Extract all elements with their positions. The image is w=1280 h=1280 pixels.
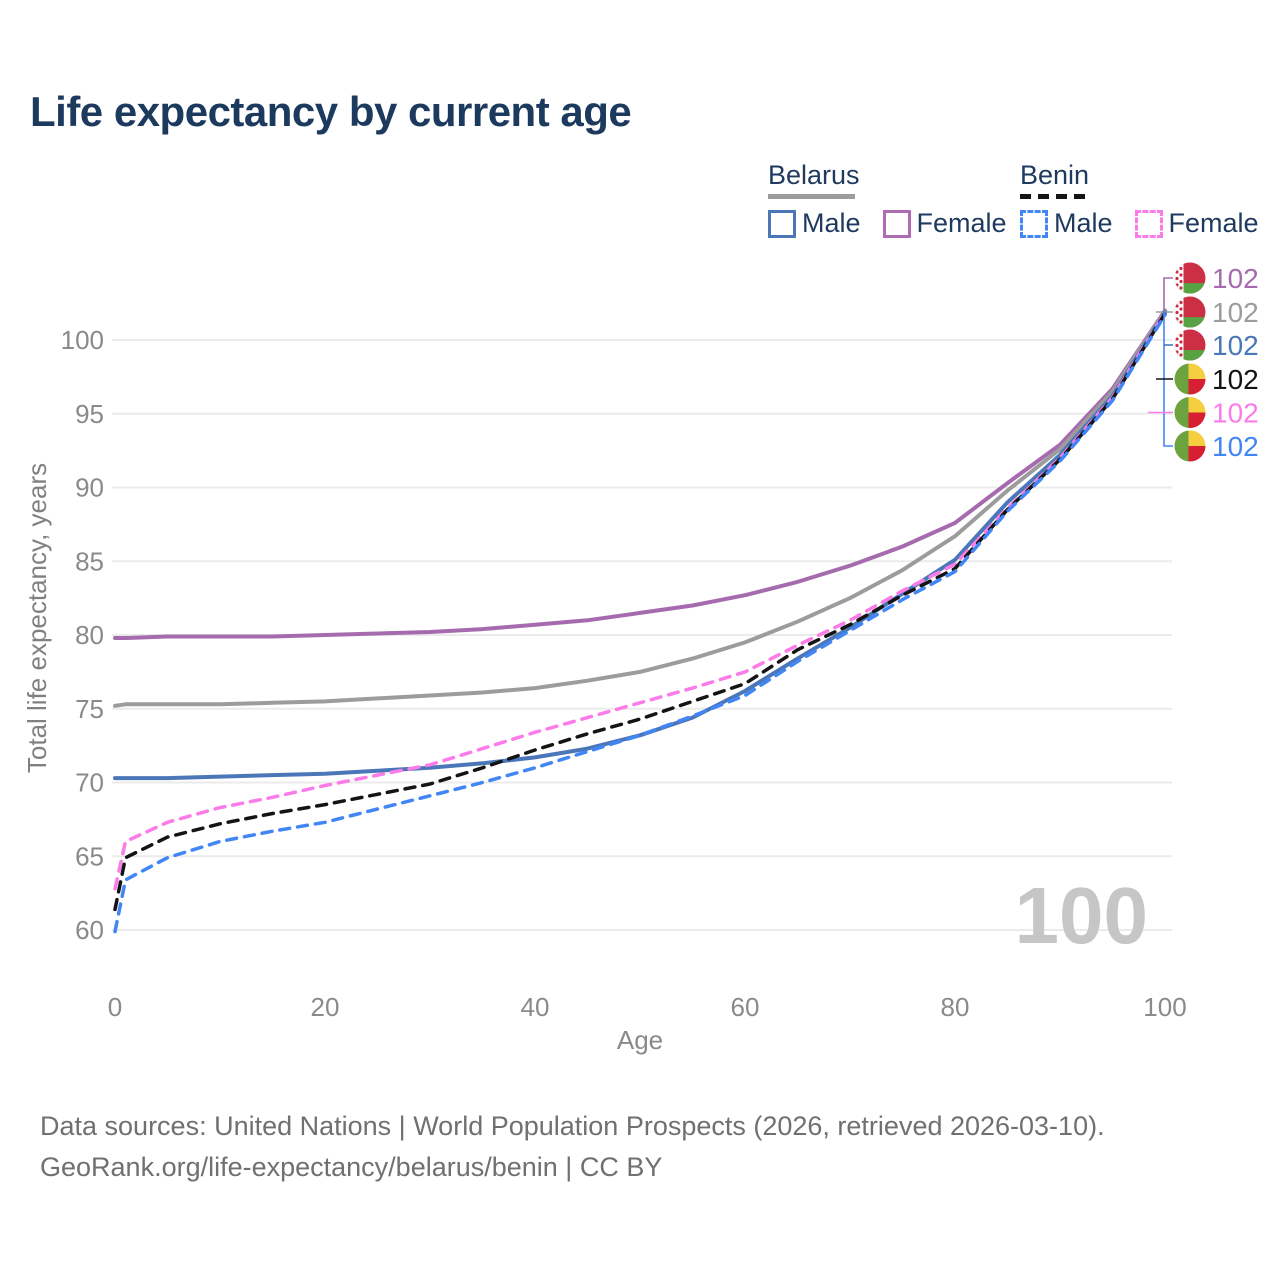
benin-flag-icon: [1174, 363, 1206, 395]
label-connector: [1163, 310, 1173, 447]
x-tick-label: 60: [731, 992, 760, 1022]
legend-group-belarus: Belarus Male Female: [768, 160, 1029, 239]
end-value-label-benin-male: 102: [1212, 431, 1259, 462]
legend-group-benin: Benin Male Female: [1020, 160, 1280, 239]
benin-flag-icon: [1174, 430, 1206, 462]
end-value-label-benin-both-sexes-: 102: [1212, 364, 1259, 395]
y-tick-label: 75: [75, 694, 104, 724]
benin-male-label[interactable]: Male: [1054, 208, 1113, 238]
page-title: Life expectancy by current age: [30, 88, 632, 135]
belarus-flag-icon: [1174, 329, 1206, 361]
y-tick-label: 80: [75, 620, 104, 650]
y-tick-label: 70: [75, 768, 104, 798]
x-axis-title: Age: [617, 1025, 663, 1055]
benin-male-checkbox[interactable]: [1020, 209, 1048, 238]
end-value-label-belarus-both-sexes-: 102: [1212, 297, 1259, 328]
series-line-belarus-both-sexes-[interactable]: [113, 308, 1167, 708]
data-source-footer: Data sources: United Nations | World Pop…: [40, 1106, 1105, 1188]
end-value-label-belarus-male: 102: [1212, 330, 1259, 361]
belarus-flag-icon: [1174, 262, 1206, 294]
footer-line-2: GeoRank.org/life-expectancy/belarus/beni…: [40, 1152, 663, 1182]
label-connector: [1163, 277, 1173, 311]
x-tick-label: 80: [941, 992, 970, 1022]
y-tick-label: 65: [75, 841, 104, 871]
belarus-line-style-swatch: [768, 194, 855, 199]
belarus-female-label[interactable]: Female: [916, 208, 1007, 238]
legend-country-belarus[interactable]: Belarus: [768, 160, 860, 190]
x-tick-label: 40: [521, 992, 550, 1022]
series-line-benin-both-sexes-[interactable]: [113, 311, 1167, 912]
y-tick-label: 90: [75, 473, 104, 503]
footer-line-1: Data sources: United Nations | World Pop…: [40, 1111, 1105, 1141]
benin-female-checkbox[interactable]: [1134, 209, 1163, 238]
x-tick-label: 100: [1143, 992, 1186, 1022]
y-tick-label: 95: [75, 399, 104, 429]
benin-line-style-swatch: [1020, 194, 1086, 199]
y-tick-label: 85: [75, 546, 104, 576]
end-value-label-belarus-female: 102: [1212, 263, 1259, 294]
x-tick-label: 0: [108, 992, 122, 1022]
benin-flag-icon: [1174, 397, 1206, 428]
belarus-flag-icon: [1174, 296, 1206, 328]
series-line-belarus-female[interactable]: [113, 308, 1167, 640]
belarus-male-label[interactable]: Male: [802, 208, 861, 238]
y-tick-label: 100: [61, 325, 104, 355]
belarus-female-checkbox[interactable]: [882, 209, 911, 238]
series-line-benin-female[interactable]: [113, 310, 1167, 891]
y-tick-label: 60: [75, 915, 104, 945]
age-watermark: 100: [1015, 871, 1148, 960]
benin-female-label[interactable]: Female: [1168, 208, 1259, 238]
y-axis-title: Total life expectancy, years: [22, 463, 52, 773]
end-value-label-benin-female: 102: [1212, 398, 1259, 429]
legend-country-benin[interactable]: Benin: [1020, 160, 1090, 190]
belarus-male-checkbox[interactable]: [768, 209, 796, 238]
series-line-benin-male[interactable]: [113, 313, 1167, 934]
x-tick-label: 20: [311, 992, 340, 1022]
